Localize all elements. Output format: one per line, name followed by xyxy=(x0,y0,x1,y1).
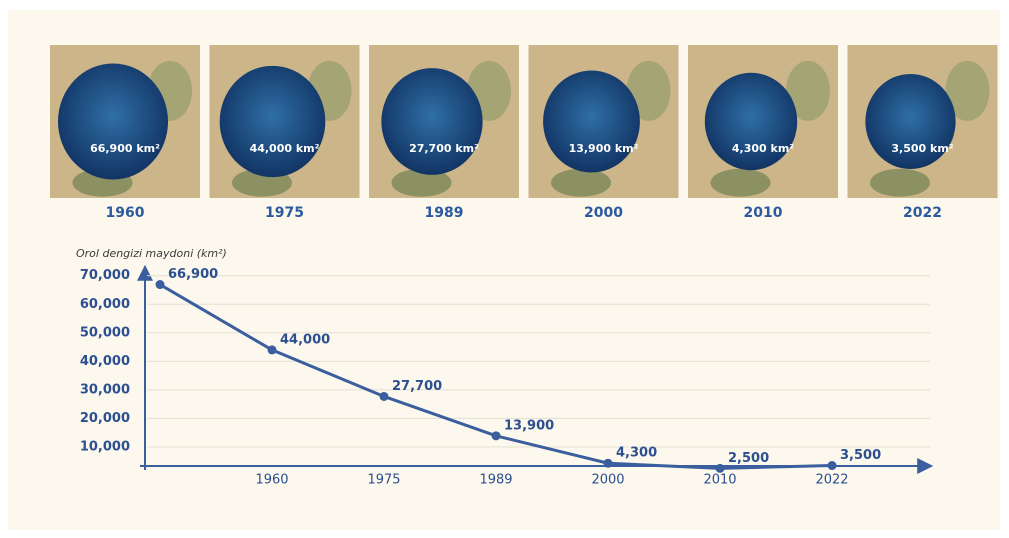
land-patch xyxy=(786,60,830,121)
land-patch xyxy=(710,168,771,197)
area-label: 4,300 km² xyxy=(732,142,794,155)
sea xyxy=(704,72,798,171)
y-tick-label: 10,000 xyxy=(80,439,130,454)
point xyxy=(155,280,165,290)
x-tick-label: 1989 xyxy=(479,473,512,488)
value-label: 44,000 xyxy=(280,332,330,347)
y-tick-label: 60,000 xyxy=(80,297,130,312)
point xyxy=(491,431,501,441)
y-tick-label: 70,000 xyxy=(80,268,130,283)
area-label: 13,900 km² xyxy=(569,142,639,155)
y-tick-label: 30,000 xyxy=(80,382,130,397)
point xyxy=(603,458,613,468)
point xyxy=(267,345,277,355)
x-tick-label: 2000 xyxy=(591,473,624,488)
y-tick-label: 50,000 xyxy=(80,325,130,340)
y-tick-label: 40,000 xyxy=(80,354,130,369)
value-label: 66,900 xyxy=(168,267,218,282)
sea xyxy=(58,63,168,180)
year-label: 2022 xyxy=(903,205,942,221)
year-label: 1960 xyxy=(106,205,145,221)
sea xyxy=(219,65,326,178)
x-tick-label: 2010 xyxy=(703,473,736,488)
point xyxy=(715,463,725,473)
point xyxy=(379,391,389,401)
value-label: 13,900 xyxy=(504,418,554,433)
area-label: 44,000 km² xyxy=(250,142,320,155)
value-label: 2,500 xyxy=(728,451,769,466)
land-patch xyxy=(945,60,990,121)
sea xyxy=(865,73,956,170)
x-tick-label: 1960 xyxy=(255,473,288,488)
area-label: 27,700 km² xyxy=(409,142,479,155)
point xyxy=(827,461,837,471)
value-label: 3,500 xyxy=(840,448,881,463)
year-label: 2010 xyxy=(744,205,783,221)
sea xyxy=(381,68,483,175)
y-axis-label: Orol dengizi maydoni (km²) xyxy=(76,247,227,260)
area-label: 66,900 km² xyxy=(90,142,160,155)
land-patch xyxy=(391,168,452,197)
year-label: 2000 xyxy=(584,205,623,221)
land-patch xyxy=(870,168,930,197)
value-label: 27,700 xyxy=(392,379,442,394)
year-label: 1975 xyxy=(265,205,304,221)
year-label: 1989 xyxy=(425,205,464,221)
x-tick-label: 2022 xyxy=(815,473,848,488)
area-label: 3,500 km² xyxy=(891,142,953,155)
sea xyxy=(543,70,640,173)
land-patch xyxy=(551,168,611,197)
x-tick-label: 1975 xyxy=(367,473,400,488)
y-tick-label: 20,000 xyxy=(80,411,130,426)
value-label: 4,300 xyxy=(616,446,657,461)
